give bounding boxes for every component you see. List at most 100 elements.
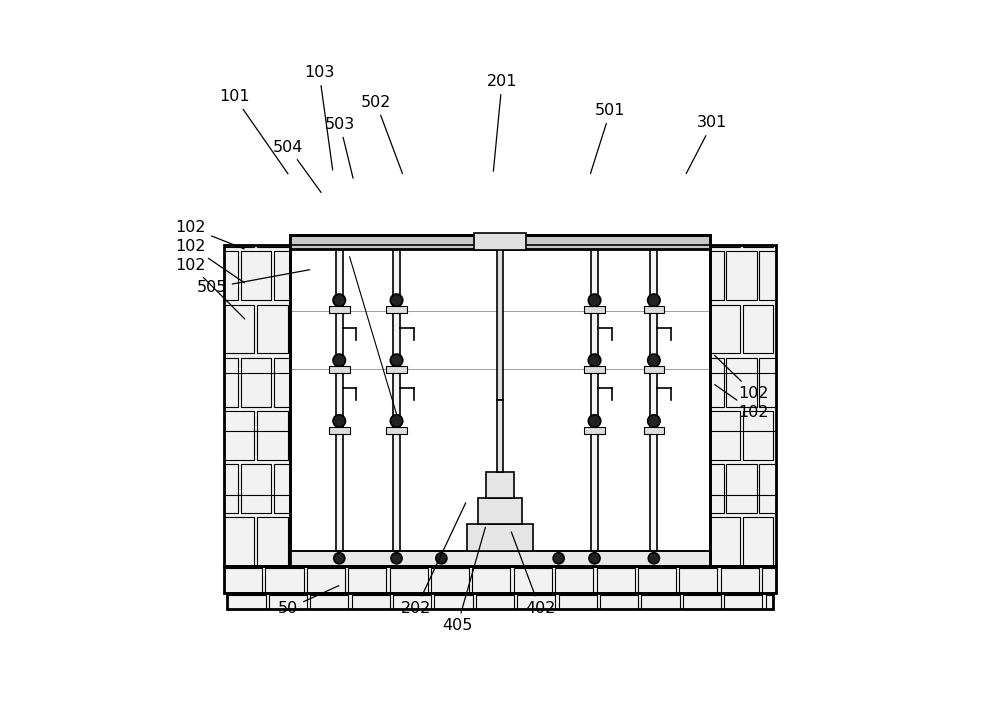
Bar [386, 367, 407, 373]
Bar [224, 251, 238, 300]
Bar [329, 427, 350, 434]
Text: 102: 102 [714, 356, 769, 401]
Bar [726, 251, 757, 300]
Bar [710, 517, 740, 566]
Bar [644, 427, 664, 434]
Circle shape [334, 553, 345, 564]
Bar [497, 401, 503, 472]
Circle shape [648, 354, 660, 367]
Bar [224, 410, 254, 460]
Bar [600, 595, 638, 609]
Bar [386, 427, 407, 434]
Circle shape [553, 553, 564, 564]
Bar [497, 249, 503, 401]
Bar [584, 427, 605, 434]
Bar [310, 595, 348, 609]
Bar [743, 245, 773, 247]
Bar [393, 245, 400, 551]
Bar [227, 593, 773, 609]
Text: 501: 501 [591, 103, 626, 173]
Bar [644, 367, 664, 373]
Bar [274, 358, 290, 406]
Bar [224, 566, 776, 593]
Bar [241, 251, 271, 300]
Bar [638, 568, 676, 593]
Bar [265, 568, 304, 593]
Bar [224, 245, 254, 247]
Text: 102: 102 [715, 384, 769, 420]
Circle shape [390, 415, 403, 427]
Circle shape [588, 415, 601, 427]
Bar [336, 245, 343, 551]
Bar [329, 367, 350, 373]
Bar [726, 358, 757, 406]
Text: 202: 202 [401, 503, 466, 616]
Bar [726, 464, 757, 513]
Bar [559, 595, 597, 609]
Bar [290, 234, 710, 249]
Bar [743, 410, 773, 460]
Bar [241, 464, 271, 513]
Bar [743, 305, 773, 353]
Bar [710, 464, 724, 513]
Circle shape [436, 553, 447, 564]
Bar [710, 305, 740, 353]
Bar [224, 464, 238, 513]
Bar [431, 568, 469, 593]
Bar [683, 595, 721, 609]
Bar [759, 464, 776, 513]
Bar [517, 595, 555, 609]
Circle shape [588, 294, 601, 306]
Text: 301: 301 [686, 115, 728, 174]
Bar [290, 245, 710, 566]
Bar [390, 568, 428, 593]
Circle shape [648, 294, 660, 306]
Circle shape [333, 354, 345, 367]
Bar [352, 595, 390, 609]
Text: 402: 402 [511, 532, 555, 616]
Bar [743, 517, 773, 566]
Bar [759, 358, 776, 406]
Text: 405: 405 [442, 527, 485, 634]
Bar [329, 306, 350, 313]
Circle shape [648, 553, 659, 564]
Bar [584, 367, 605, 373]
Bar [274, 464, 290, 513]
Bar [710, 245, 776, 566]
Bar [307, 568, 345, 593]
Bar [269, 595, 307, 609]
Text: 102: 102 [176, 220, 244, 249]
Bar [393, 595, 431, 609]
Bar [710, 245, 740, 247]
Circle shape [333, 294, 345, 306]
Text: 503: 503 [325, 117, 355, 178]
Bar [257, 517, 288, 566]
Bar [227, 595, 266, 609]
Bar [227, 593, 773, 609]
Bar [476, 595, 514, 609]
Bar [224, 358, 238, 406]
Bar [591, 245, 598, 551]
Bar [759, 251, 776, 300]
Bar [710, 358, 724, 406]
Bar [762, 568, 776, 593]
Circle shape [589, 553, 600, 564]
Bar [224, 568, 262, 593]
Text: 50: 50 [278, 586, 339, 616]
Circle shape [390, 294, 403, 306]
Text: 102: 102 [176, 258, 245, 319]
Bar [721, 568, 759, 593]
Bar [224, 245, 290, 566]
Bar [257, 305, 288, 353]
Bar [224, 245, 290, 566]
Bar [641, 595, 680, 609]
Bar [486, 472, 514, 498]
Bar [724, 595, 762, 609]
Bar [555, 568, 593, 593]
Bar [467, 524, 533, 551]
Bar [478, 498, 522, 524]
Bar [474, 232, 526, 250]
Text: 201: 201 [487, 74, 517, 171]
Circle shape [390, 354, 403, 367]
Text: 504: 504 [273, 139, 321, 192]
